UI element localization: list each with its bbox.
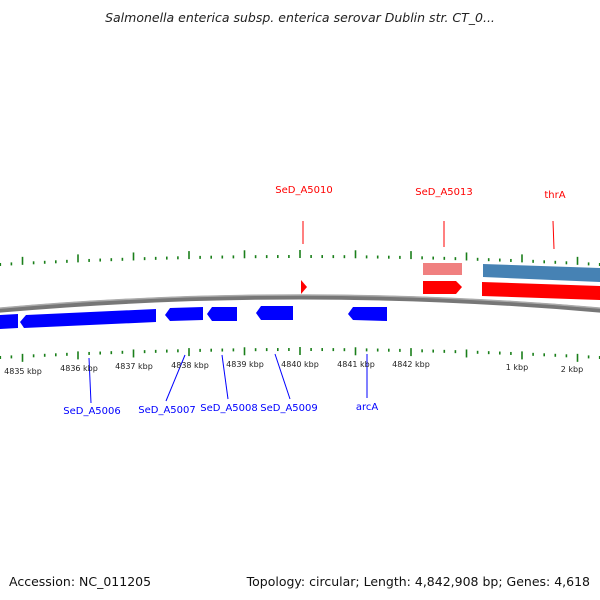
leader-SeD_A5009: [274, 353, 291, 400]
kbp-label: 4841 kbp: [337, 360, 375, 369]
gene-SeD_A5010[interactable]: [301, 280, 307, 294]
kbp-label: 4837 kbp: [115, 362, 153, 371]
gene-reverse-partial[interactable]: [0, 314, 18, 329]
leader-SeD_A5007: [165, 354, 186, 402]
gene-thrA-steel[interactable]: [483, 264, 600, 282]
kbp-label: 2 kbp: [561, 365, 583, 374]
gene-SeD_A5009[interactable]: [256, 306, 293, 320]
gene-SeD_A5006[interactable]: [20, 309, 156, 328]
label-SeD_A5009[interactable]: SeD_A5009: [260, 403, 318, 414]
label-SeD_A5010[interactable]: SeD_A5010: [275, 185, 333, 196]
leader-SeD_A5006: [88, 357, 92, 404]
tick-marks: [0, 250, 600, 362]
genome-backbone: [0, 294, 600, 313]
kbp-label: 4835 kbp: [4, 367, 42, 376]
genome-title: Salmonella enterica subsp. enterica sero…: [105, 10, 495, 25]
accession-text: Accession: NC_011205: [9, 574, 152, 589]
gene-thrA[interactable]: [482, 282, 600, 300]
label-SeD_A5008[interactable]: SeD_A5008: [200, 403, 258, 414]
kbp-label: 1 kbp: [506, 363, 528, 372]
label-arcA[interactable]: arcA: [356, 402, 379, 413]
kbp-label: 4842 kbp: [392, 360, 430, 369]
summary-text: Topology: circular; Length: 4,842,908 bp…: [246, 574, 590, 589]
label-SeD_A5013[interactable]: SeD_A5013: [415, 187, 473, 198]
kbp-label: 4839 kbp: [226, 360, 264, 369]
backbone-highlight: [0, 294, 600, 309]
kbp-label: 4840 kbp: [281, 360, 319, 369]
gene-SeD_A5007[interactable]: [165, 307, 203, 321]
kbp-label: 4838 kbp: [171, 361, 209, 370]
label-SeD_A5007[interactable]: SeD_A5007: [138, 405, 196, 416]
gene-SeD_A5008[interactable]: [207, 307, 237, 321]
label-thrA[interactable]: thrA: [544, 190, 565, 201]
kbp-label: 4836 kbp: [60, 364, 98, 373]
gene-arcA[interactable]: [348, 307, 387, 321]
leader-SeD_A5008: [221, 354, 229, 400]
leader-thrA: [552, 220, 555, 250]
gene-SeD_A5013-light[interactable]: [423, 263, 462, 275]
gene-SeD_A5013[interactable]: [423, 281, 462, 294]
label-SeD_A5006[interactable]: SeD_A5006: [63, 406, 121, 417]
